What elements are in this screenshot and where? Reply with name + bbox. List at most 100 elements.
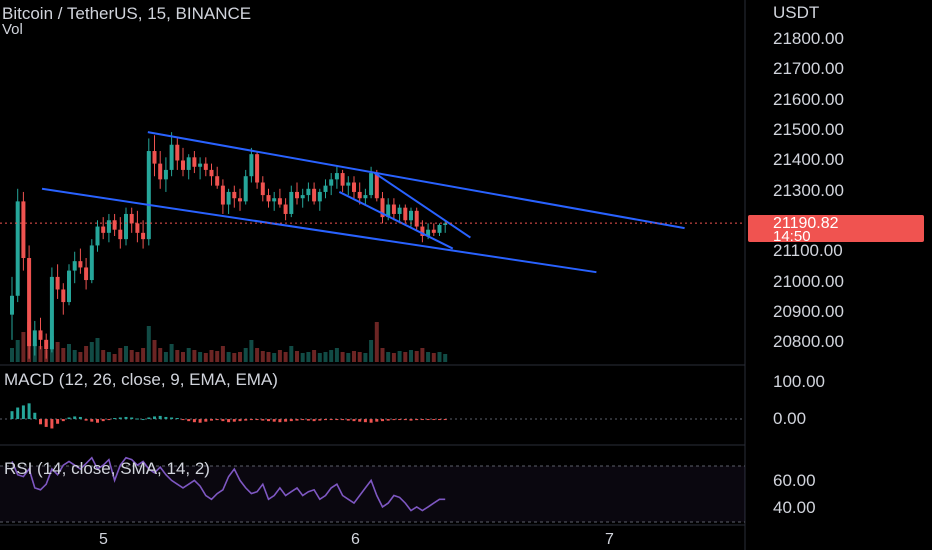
macd-histogram [10,403,447,429]
volume-bar [112,354,117,362]
candle-body [426,229,431,236]
candle [163,157,168,192]
candle [10,276,14,340]
candle-body [84,267,89,281]
last-price-badge-bg [748,215,924,242]
time-axis[interactable]: 5 6 7 [99,531,614,548]
volume-bar [357,352,362,362]
macd-histogram-bar [352,419,356,422]
candle [198,157,203,180]
volume-bar [15,340,20,362]
candle-body [323,185,328,192]
macd-histogram-bar [187,419,191,422]
candle [209,163,214,186]
volume-bar [106,352,111,362]
volume-bar [403,352,408,362]
macd-histogram-bar [267,419,270,422]
rsi-axis[interactable]: 60.00 40.00 [773,471,816,517]
volume-bar [414,351,419,362]
volume-bar [61,348,66,362]
candle-body [10,295,14,315]
candle [169,132,174,177]
candle [420,220,425,243]
candle [363,188,368,205]
volume-bar [312,350,317,362]
candle-body [89,245,94,281]
macd-histogram-bar [363,419,367,423]
volume-bar [209,350,214,362]
candle-body [409,210,413,221]
volume-bar [266,352,271,362]
volume-bar [317,353,322,362]
volume-bar [101,350,106,362]
volume-bar [289,346,294,362]
candle [340,169,345,192]
candle [95,220,100,252]
macd-histogram-bar [415,419,419,421]
volume-bar [158,348,163,362]
volume-bar [409,350,413,362]
candle-body [21,201,26,259]
macd-histogram-bar [96,419,99,423]
candle [300,188,305,208]
volume-bar [72,350,77,362]
macd-histogram-bar [295,419,299,421]
candle-body [112,220,117,230]
macd-tick: 0.00 [773,409,806,428]
macd-histogram-bar [318,419,322,421]
volume-bar [346,353,351,362]
candle-body [67,270,71,303]
candle [437,223,442,236]
candle-body [158,163,163,180]
price-tick: 21500.00 [773,120,844,139]
price-tick: 21300.00 [773,181,844,200]
volume-bar [334,348,339,362]
candle-body [363,195,368,199]
candle [346,176,351,196]
volume-bar [306,352,311,362]
macd-histogram-bar [438,419,441,421]
macd-histogram-bar [210,419,213,421]
volume-bar [243,348,248,362]
candle-body [78,261,83,268]
candle [146,138,151,246]
time-tick: 7 [605,531,614,548]
trendline[interactable] [374,172,471,239]
volume-bar [391,353,396,362]
volume-bar [369,340,374,362]
volume-bar [249,340,254,362]
volume-bar [118,348,123,362]
candle [192,151,197,174]
time-tick: 5 [99,531,108,548]
macd-histogram-bar [238,419,242,422]
macd-histogram-bar [198,419,202,423]
macd-histogram-bar [170,417,174,420]
macd-histogram-bar [232,419,236,422]
macd-histogram-bar [33,412,37,420]
macd-histogram-bar [398,419,402,421]
trendline[interactable] [147,131,685,230]
candle [380,191,385,224]
macd-histogram-bar [341,419,345,421]
candle-body [106,220,111,233]
trendline[interactable] [338,191,454,250]
macd-histogram-bar [221,419,225,422]
candle [238,188,242,211]
candle-body [352,182,356,192]
candle [397,204,402,224]
trendline[interactable] [41,187,597,274]
macd-histogram-bar [27,403,31,420]
macd-axis[interactable]: 100.00 0.00 [773,372,825,428]
macd-histogram-bar [272,419,276,422]
macd-histogram-bar [124,416,128,420]
price-axis[interactable]: USDT 21800.00 21700.00 21600.00 21500.00… [773,3,844,351]
volume-bar [238,352,242,362]
rsi-band [0,466,745,522]
candle-body [135,223,140,233]
macd-histogram-bar [278,419,282,423]
time-tick: 6 [351,531,360,548]
trendlines[interactable] [41,131,685,274]
candle-body [15,201,20,296]
